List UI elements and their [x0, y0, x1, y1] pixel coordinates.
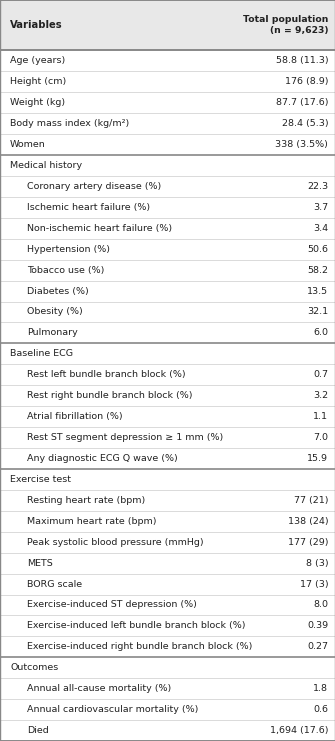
Text: Rest left bundle branch block (%): Rest left bundle branch block (%): [27, 370, 186, 379]
Text: Annual all-cause mortality (%): Annual all-cause mortality (%): [27, 684, 171, 693]
Text: Baseline ECG: Baseline ECG: [10, 349, 73, 359]
Text: 77 (21): 77 (21): [294, 496, 328, 505]
Text: 22.3: 22.3: [307, 182, 328, 191]
Text: Resting heart rate (bpm): Resting heart rate (bpm): [27, 496, 145, 505]
Text: Exercise-induced left bundle branch block (%): Exercise-induced left bundle branch bloc…: [27, 622, 245, 631]
Bar: [0, 490, 335, 511]
Bar: [0, 594, 335, 616]
Bar: [0, 574, 335, 594]
Text: Body mass index (kg/m²): Body mass index (kg/m²): [10, 119, 129, 128]
Text: 58.2: 58.2: [307, 265, 328, 275]
Text: Died: Died: [27, 726, 49, 735]
Text: Maximum heart rate (bpm): Maximum heart rate (bpm): [27, 516, 156, 526]
Bar: [0, 511, 335, 532]
Bar: [0, 239, 335, 259]
Text: 8.0: 8.0: [313, 600, 328, 609]
Text: 17 (3): 17 (3): [300, 579, 328, 588]
Text: 3.2: 3.2: [313, 391, 328, 400]
Bar: [0, 406, 335, 427]
Text: Peak systolic blood pressure (mmHg): Peak systolic blood pressure (mmHg): [27, 538, 203, 547]
Text: Exercise test: Exercise test: [10, 475, 71, 484]
Text: 7.0: 7.0: [313, 433, 328, 442]
Text: Exercise-induced right bundle branch block (%): Exercise-induced right bundle branch blo…: [27, 642, 252, 651]
Text: Atrial fibrillation (%): Atrial fibrillation (%): [27, 412, 122, 421]
Text: Any diagnostic ECG Q wave (%): Any diagnostic ECG Q wave (%): [27, 454, 178, 463]
Bar: [0, 71, 335, 92]
Bar: [0, 155, 335, 176]
Text: Ischemic heart failure (%): Ischemic heart failure (%): [27, 203, 150, 212]
Bar: [0, 0, 335, 50]
Text: 0.27: 0.27: [307, 642, 328, 651]
Bar: [0, 176, 335, 197]
Bar: [0, 218, 335, 239]
Text: 1.8: 1.8: [313, 684, 328, 693]
Text: Annual cardiovascular mortality (%): Annual cardiovascular mortality (%): [27, 705, 198, 714]
Bar: [0, 678, 335, 700]
Text: 28.4 (5.3): 28.4 (5.3): [282, 119, 328, 128]
Text: Women: Women: [10, 140, 46, 149]
Text: 3.7: 3.7: [313, 203, 328, 212]
Bar: [0, 637, 335, 657]
Bar: [0, 259, 335, 281]
Text: Outcomes: Outcomes: [10, 663, 58, 672]
Bar: [0, 700, 335, 720]
Text: Non-ischemic heart failure (%): Non-ischemic heart failure (%): [27, 224, 172, 233]
Text: 0.7: 0.7: [313, 370, 328, 379]
Bar: [0, 469, 335, 490]
Bar: [0, 322, 335, 343]
Text: Pulmonary: Pulmonary: [27, 328, 77, 337]
Text: 1.1: 1.1: [313, 412, 328, 421]
Text: 15.9: 15.9: [307, 454, 328, 463]
Text: Age (years): Age (years): [10, 56, 65, 65]
Text: 1,694 (17.6): 1,694 (17.6): [270, 726, 328, 735]
Bar: [0, 553, 335, 574]
Text: METS: METS: [27, 559, 53, 568]
Text: 8 (3): 8 (3): [306, 559, 328, 568]
Text: 176 (8.9): 176 (8.9): [285, 77, 328, 86]
Text: Weight (kg): Weight (kg): [10, 99, 65, 107]
Bar: [0, 427, 335, 448]
Bar: [0, 281, 335, 302]
Bar: [0, 302, 335, 322]
Text: Diabetes (%): Diabetes (%): [27, 287, 88, 296]
Bar: [0, 657, 335, 678]
Text: Total population
(n = 9,623): Total population (n = 9,623): [243, 16, 328, 35]
Text: 177 (29): 177 (29): [288, 538, 328, 547]
Text: Exercise-induced ST depression (%): Exercise-induced ST depression (%): [27, 600, 197, 609]
Text: 87.7 (17.6): 87.7 (17.6): [276, 99, 328, 107]
Text: Medical history: Medical history: [10, 161, 82, 170]
Bar: [0, 92, 335, 113]
Text: Coronary artery disease (%): Coronary artery disease (%): [27, 182, 161, 191]
Text: 138 (24): 138 (24): [288, 516, 328, 526]
Text: 338 (3.5%): 338 (3.5%): [275, 140, 328, 149]
Text: Height (cm): Height (cm): [10, 77, 66, 86]
Text: 50.6: 50.6: [307, 245, 328, 253]
Text: Rest right bundle branch block (%): Rest right bundle branch block (%): [27, 391, 192, 400]
Text: Variables: Variables: [10, 20, 63, 30]
Text: Rest ST segment depression ≥ 1 mm (%): Rest ST segment depression ≥ 1 mm (%): [27, 433, 223, 442]
Text: 3.4: 3.4: [313, 224, 328, 233]
Text: 6.0: 6.0: [313, 328, 328, 337]
Bar: [0, 197, 335, 218]
Text: Obesity (%): Obesity (%): [27, 308, 82, 316]
Text: Tobacco use (%): Tobacco use (%): [27, 265, 104, 275]
Text: BORG scale: BORG scale: [27, 579, 82, 588]
Bar: [0, 616, 335, 637]
Bar: [0, 343, 335, 365]
Bar: [0, 50, 335, 71]
Bar: [0, 113, 335, 134]
Text: 32.1: 32.1: [307, 308, 328, 316]
Bar: [0, 385, 335, 406]
Text: Hypertension (%): Hypertension (%): [27, 245, 110, 253]
Bar: [0, 720, 335, 741]
Text: 13.5: 13.5: [307, 287, 328, 296]
Bar: [0, 365, 335, 385]
Text: 0.6: 0.6: [313, 705, 328, 714]
Text: 0.39: 0.39: [307, 622, 328, 631]
Bar: [0, 134, 335, 155]
Bar: [0, 532, 335, 553]
Text: 58.8 (11.3): 58.8 (11.3): [276, 56, 328, 65]
Bar: [0, 448, 335, 469]
